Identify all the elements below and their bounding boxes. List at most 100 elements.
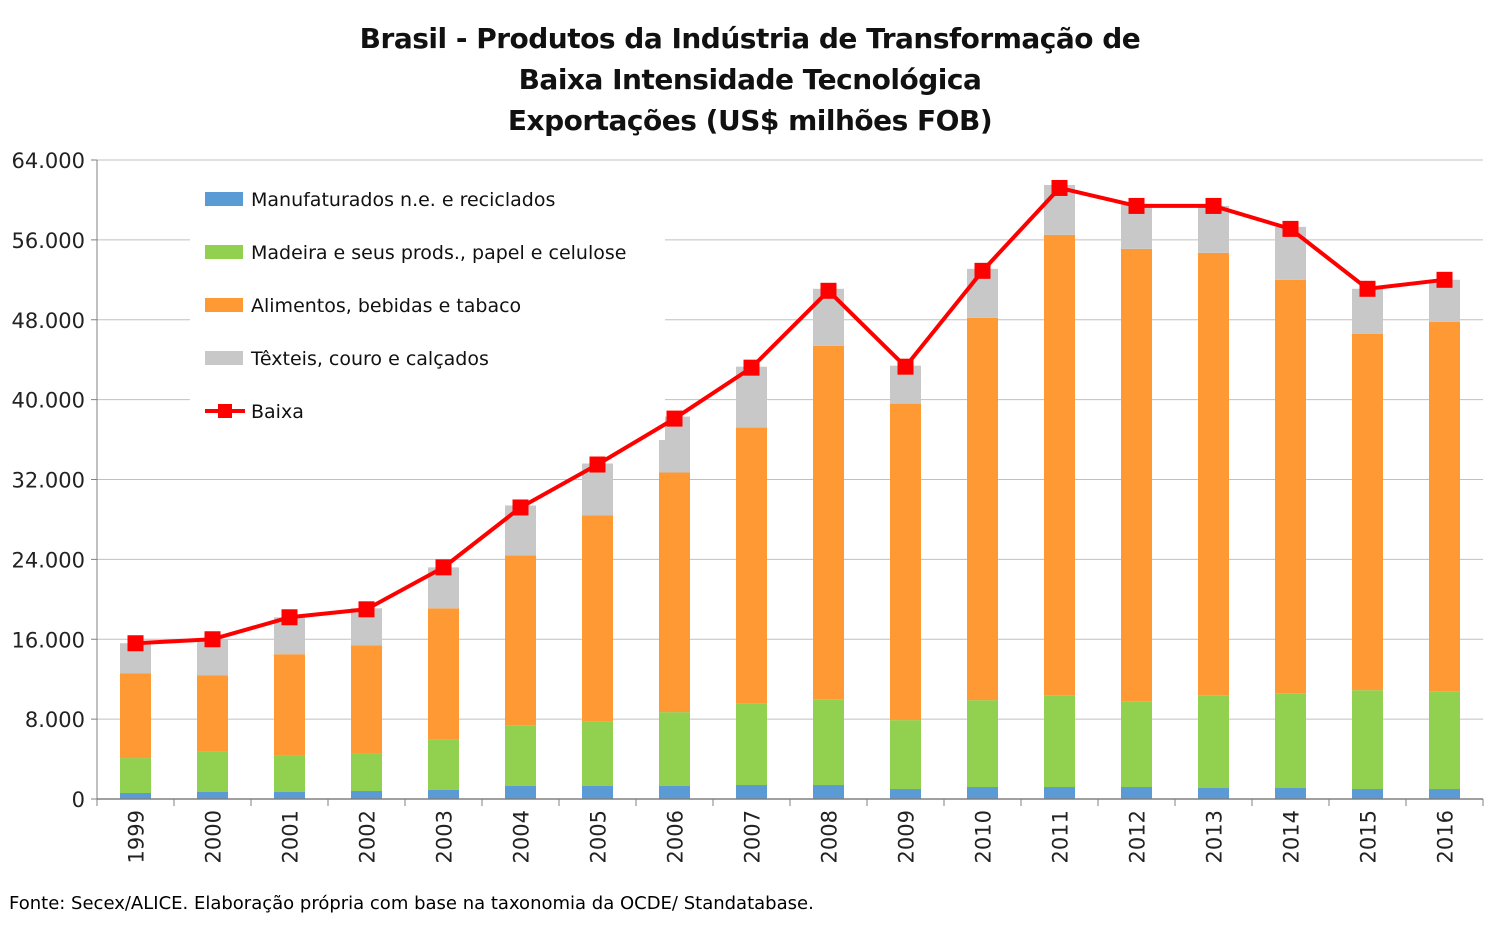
bar-segment-manufaturados: [967, 787, 998, 799]
chart-title-line-1: Brasil - Produtos da Indústria de Transf…: [359, 22, 1141, 55]
bar-segment-alimentos: [1044, 234, 1075, 696]
bar-segment-madeira: [1352, 690, 1383, 790]
y-tick-label: 48.000: [12, 309, 85, 333]
bar-segment-madeira: [351, 753, 382, 792]
chart-title: Brasil - Produtos da Indústria de Transf…: [0, 18, 1500, 141]
chart-title-line-3: Exportações (US$ milhões FOB): [507, 104, 993, 137]
x-tick-label: 2014: [1280, 810, 1304, 863]
bar-segment-madeira: [1044, 695, 1075, 788]
bar-segment-alimentos: [1275, 279, 1306, 694]
bar-segment-manufaturados: [890, 789, 921, 799]
bar-segment-madeira: [582, 721, 613, 787]
x-tick-label: 2016: [1434, 810, 1458, 863]
bar-segment-madeira: [967, 700, 998, 788]
bar-segment-alimentos: [582, 515, 613, 722]
bar-segment-manufaturados: [1275, 788, 1306, 799]
x-tick-label: 2013: [1203, 810, 1227, 863]
legend-label: Baixa: [251, 401, 304, 423]
y-tick-label: 40.000: [12, 389, 85, 413]
legend-label: Têxteis, couro e calçados: [250, 348, 489, 370]
chart-title-line-2: Baixa Intensidade Tecnológica: [518, 63, 982, 96]
y-tick-label: 8.000: [25, 708, 85, 732]
legend-label: Madeira e seus prods., papel e celulose: [251, 242, 626, 264]
y-tick-label: 0: [72, 788, 85, 812]
bar-segment-alimentos: [967, 317, 998, 701]
bar-segment-madeira: [197, 751, 228, 793]
baixa-marker: [1359, 280, 1376, 297]
baixa-marker: [974, 262, 991, 279]
x-tick-label: 2007: [741, 810, 765, 863]
bar-segment-madeira: [274, 755, 305, 793]
baixa-marker: [589, 456, 606, 473]
source-note: Fonte: Secex/ALICE. Elaboração própria c…: [9, 893, 814, 914]
y-tick-label: 64.000: [12, 149, 85, 173]
bar-segment-alimentos: [890, 403, 921, 721]
baixa-marker: [127, 635, 144, 652]
bar-segment-madeira: [1429, 691, 1460, 790]
y-tick-label: 56.000: [12, 229, 85, 253]
baixa-marker: [281, 609, 298, 626]
baixa-marker: [358, 601, 375, 618]
legend-swatch-alimentos: [205, 298, 243, 312]
bar-segment-manufaturados: [1429, 789, 1460, 799]
bar-segment-manufaturados: [120, 793, 151, 799]
legend: Manufaturados n.e. e reciclados Madeira e…: [190, 172, 665, 440]
baixa-line: [135, 185, 1445, 646]
bar-segment-alimentos: [120, 673, 151, 759]
bar-segment-manufaturados: [659, 786, 690, 799]
legend-swatch-texteis: [205, 351, 243, 365]
baixa-marker: [1051, 179, 1068, 196]
x-tick-label: 2010: [972, 810, 996, 863]
x-tick-label: 2009: [895, 810, 919, 863]
bar-segment-alimentos: [505, 555, 536, 726]
baixa-marker: [1128, 197, 1145, 214]
bar-segment-alimentos: [1352, 333, 1383, 691]
bar-segment-madeira: [120, 758, 151, 794]
baixa-line-series: [127, 179, 1453, 652]
bar-segment-manufaturados: [505, 786, 536, 799]
y-tick-label: 24.000: [12, 548, 85, 572]
baixa-marker: [1205, 197, 1222, 214]
x-tick-label: 2002: [356, 810, 380, 863]
bar-segment-manufaturados: [736, 785, 767, 799]
baixa-marker: [1282, 220, 1299, 237]
bar-segment-alimentos: [351, 645, 382, 754]
x-axis-tick-labels: 1999 2000 2001 2002 2003 2004 2005 2006 2007 2008…: [125, 810, 1458, 863]
baixa-marker: [512, 499, 529, 516]
bar-segment-madeira: [1275, 693, 1306, 789]
bar-segment-alimentos: [736, 427, 767, 704]
bar-segment-manufaturados: [1198, 788, 1229, 799]
x-tick-label: 2012: [1126, 810, 1150, 863]
legend-swatch-madeira: [205, 245, 243, 259]
bar-stacks: [120, 184, 1460, 799]
baixa-marker: [666, 410, 683, 427]
bar-segment-alimentos: [428, 608, 459, 740]
baixa-marker: [820, 282, 837, 299]
x-tick-label: 2015: [1357, 810, 1381, 863]
bar-segment-manufaturados: [813, 785, 844, 799]
legend-label: Alimentos, bebidas e tabaco: [251, 295, 521, 317]
bar-segment-madeira: [1198, 695, 1229, 789]
x-tick-label: 2011: [1049, 810, 1073, 863]
bar-segment-madeira: [736, 703, 767, 786]
bar-segment-madeira: [505, 725, 536, 787]
x-tick-label: 2000: [202, 810, 226, 863]
bar-segment-manufaturados: [1121, 787, 1152, 799]
bar-segment-alimentos: [813, 345, 844, 700]
bar-segment-alimentos: [274, 654, 305, 756]
bar-segment-manufaturados: [1044, 787, 1075, 799]
legend-label: Manufaturados n.e. e reciclados: [251, 189, 555, 211]
bar-segment-madeira: [1121, 701, 1152, 788]
bar-segment-madeira: [813, 699, 844, 786]
bar-segment-alimentos: [659, 472, 690, 713]
axes: [91, 159, 1484, 806]
baixa-marker: [435, 559, 452, 576]
bar-segment-manufaturados: [428, 790, 459, 799]
y-tick-label: 16.000: [12, 628, 85, 652]
bar-segment-manufaturados: [1352, 789, 1383, 799]
x-tick-label: 2003: [433, 810, 457, 863]
y-tick-label: 32.000: [12, 469, 85, 493]
x-tick-label: 1999: [125, 810, 149, 863]
